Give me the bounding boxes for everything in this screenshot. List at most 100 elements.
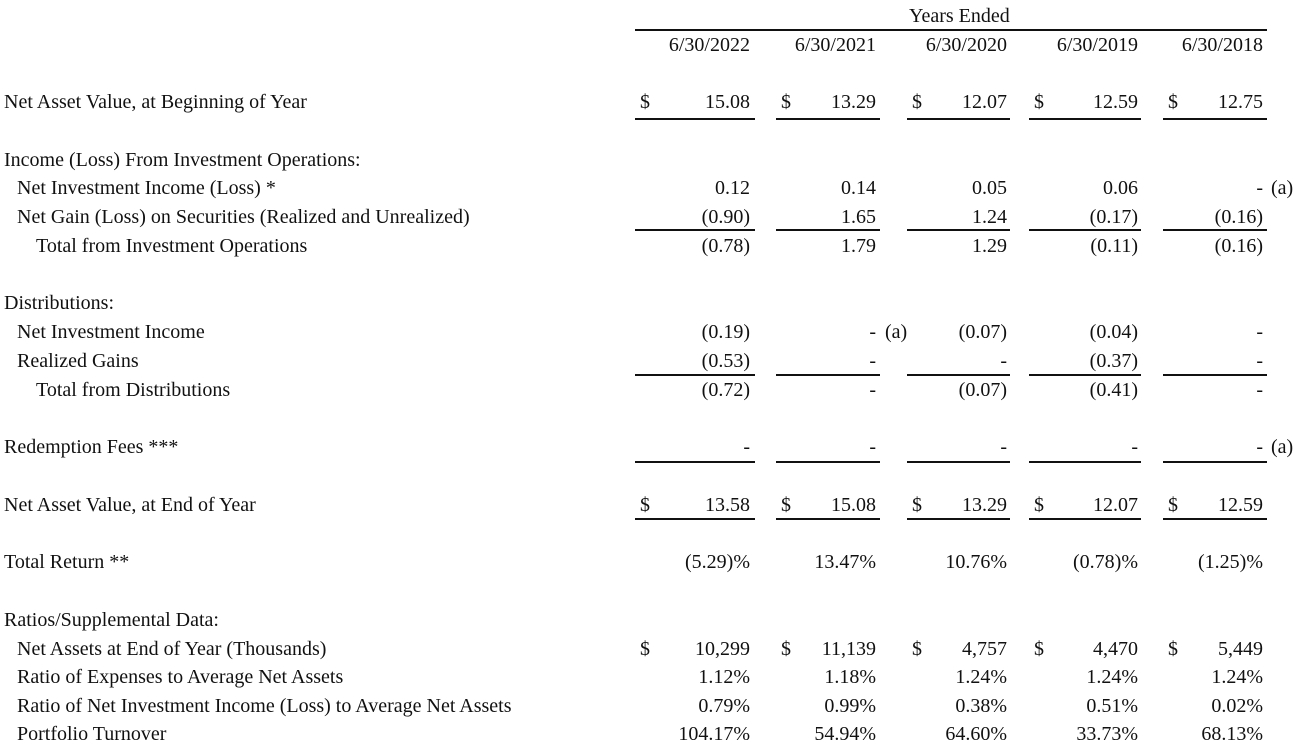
value-cell: 13.47% <box>814 551 876 573</box>
value-cell: 15.08 <box>705 91 750 113</box>
value-cell: 1.79 <box>841 235 876 257</box>
value-cell: 0.38% <box>955 695 1007 717</box>
underline-rule <box>1029 118 1141 120</box>
value-cell: 13.58 <box>705 494 750 516</box>
value-cell: - <box>1131 436 1138 458</box>
underline-rule <box>635 118 755 120</box>
value-cell: (0.07) <box>958 379 1007 401</box>
value-cell: 0.02% <box>1211 695 1263 717</box>
underline-rule <box>1163 118 1267 120</box>
value-cell: 1.24 <box>972 206 1007 228</box>
value-cell: 12.75 <box>1218 91 1263 113</box>
underline-rule <box>907 374 1010 376</box>
value-cell: - <box>1256 379 1263 401</box>
value-cell: 1.12% <box>698 666 750 688</box>
underline-rule <box>776 461 880 463</box>
underline-rule <box>776 374 880 376</box>
row-label-net-assets: Net Assets at End of Year (Thousands) <box>17 638 327 660</box>
dollar-sign: $ <box>1168 638 1178 660</box>
underline-rule <box>1029 518 1141 520</box>
value-cell: (0.72) <box>701 379 750 401</box>
year-column-header: 6/30/2021 <box>794 34 876 56</box>
year-column-header: 6/30/2019 <box>1056 34 1138 56</box>
underline-rule <box>1029 461 1141 463</box>
value-cell: 1.24% <box>1211 666 1263 688</box>
value-cell: - <box>869 379 876 401</box>
value-cell: 13.29 <box>962 494 1007 516</box>
value-cell: 0.14 <box>841 177 876 199</box>
underline-rule <box>1163 461 1267 463</box>
value-cell: (0.17) <box>1089 206 1138 228</box>
value-cell: - <box>869 321 876 343</box>
value-cell: - <box>1256 321 1263 343</box>
underline-rule <box>635 229 755 231</box>
value-cell: 1.18% <box>824 666 876 688</box>
dollar-sign: $ <box>640 494 650 516</box>
value-cell: 13.29 <box>831 91 876 113</box>
value-cell: 1.24% <box>955 666 1007 688</box>
value-cell: (5.29)% <box>685 551 750 573</box>
underline-rule <box>907 229 1010 231</box>
underline-rule <box>1163 374 1267 376</box>
value-cell: 0.05 <box>972 177 1007 199</box>
value-cell: - <box>1256 177 1263 199</box>
dollar-sign: $ <box>912 91 922 113</box>
header-rule <box>635 29 1267 31</box>
year-column-header: 6/30/2022 <box>668 34 750 56</box>
value-cell: 64.60% <box>945 723 1007 745</box>
dollar-sign: $ <box>912 494 922 516</box>
footnote-a-marker: (a) <box>885 321 908 343</box>
value-cell: (0.37) <box>1089 350 1138 372</box>
dollar-sign: $ <box>781 91 791 113</box>
row-label-income-heading: Income (Loss) From Investment Operations… <box>4 149 361 171</box>
dollar-sign: $ <box>1034 494 1044 516</box>
underline-rule <box>907 118 1010 120</box>
value-cell: 4,757 <box>962 638 1007 660</box>
dollar-sign: $ <box>1168 494 1178 516</box>
value-cell: 104.17% <box>678 723 750 745</box>
value-cell: 11,139 <box>821 638 876 660</box>
dollar-sign: $ <box>1034 638 1044 660</box>
row-label-nav-begin: Net Asset Value, at Beginning of Year <box>4 91 307 113</box>
row-label-total-dist: Total from Distributions <box>36 379 231 401</box>
footnote-a-marker: (a) <box>1271 177 1294 199</box>
underline-rule <box>635 518 755 520</box>
dollar-sign: $ <box>1168 91 1178 113</box>
years-ended-header: Years Ended <box>909 5 1010 27</box>
value-cell: (0.04) <box>1089 321 1138 343</box>
value-cell: 1.29 <box>972 235 1007 257</box>
row-label-realized-gains: Realized Gains <box>17 350 139 372</box>
value-cell: (0.11) <box>1090 235 1138 257</box>
value-cell: - <box>1256 350 1263 372</box>
value-cell: 68.13% <box>1201 723 1263 745</box>
value-cell: 10.76% <box>945 551 1007 573</box>
value-cell: 0.79% <box>698 695 750 717</box>
dollar-sign: $ <box>640 91 650 113</box>
value-cell: - <box>1256 436 1263 458</box>
value-cell: 0.99% <box>824 695 876 717</box>
value-cell: 1.65 <box>841 206 876 228</box>
value-cell: 10,299 <box>695 638 750 660</box>
underline-rule <box>1163 518 1267 520</box>
dollar-sign: $ <box>781 494 791 516</box>
underline-rule <box>776 229 880 231</box>
value-cell: 54.94% <box>814 723 876 745</box>
value-cell: 33.73% <box>1076 723 1138 745</box>
value-cell: (0.16) <box>1214 235 1263 257</box>
value-cell: 12.59 <box>1218 494 1263 516</box>
value-cell: 0.06 <box>1103 177 1138 199</box>
underline-rule <box>907 461 1010 463</box>
value-cell: (0.90) <box>701 206 750 228</box>
underline-rule <box>907 518 1010 520</box>
row-label-ratios-heading: Ratios/Supplemental Data: <box>4 609 219 631</box>
footnote-a-marker: (a) <box>1271 436 1294 458</box>
value-cell: (1.25)% <box>1198 551 1263 573</box>
value-cell: (0.78)% <box>1073 551 1138 573</box>
row-label-expense-ratio: Ratio of Expenses to Average Net Assets <box>17 666 344 688</box>
value-cell: (0.19) <box>701 321 750 343</box>
row-label-total-return: Total Return ** <box>4 551 130 573</box>
year-column-header: 6/30/2018 <box>1181 34 1263 56</box>
value-cell: 4,470 <box>1093 638 1138 660</box>
dollar-sign: $ <box>912 638 922 660</box>
row-label-total-invest: Total from Investment Operations <box>36 235 308 257</box>
